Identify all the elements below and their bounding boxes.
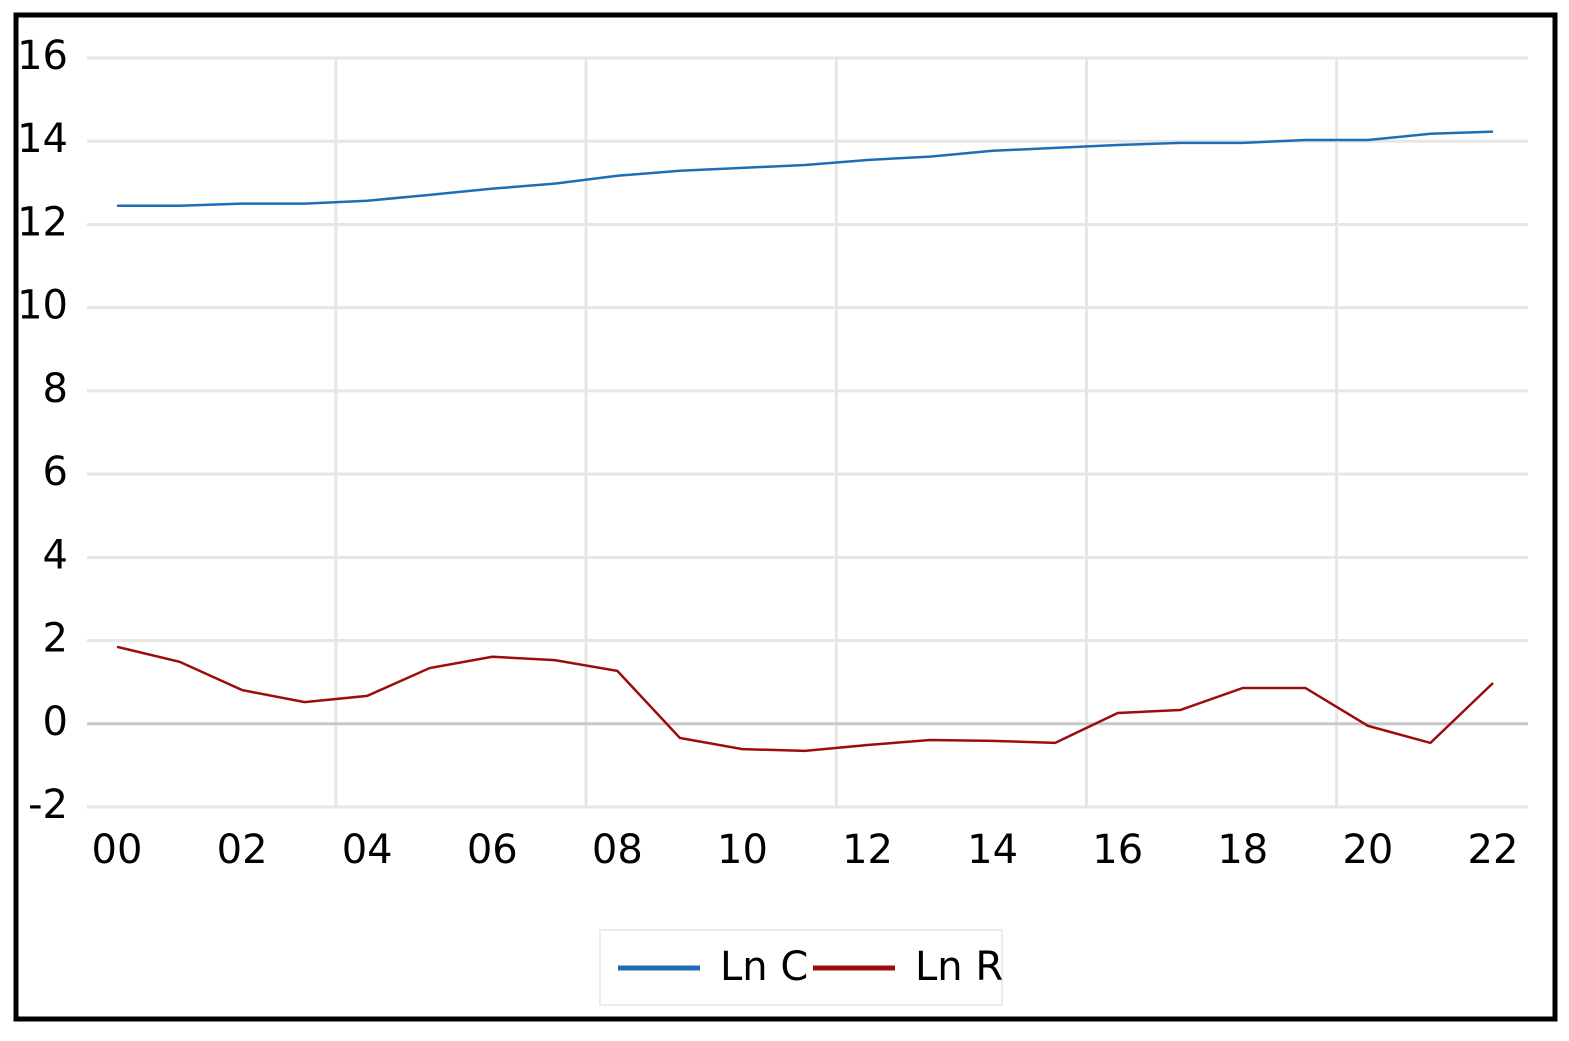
y-tick-label: 16 bbox=[17, 33, 68, 79]
x-tick-label: 08 bbox=[592, 827, 643, 873]
x-tick-label: 10 bbox=[717, 827, 768, 873]
y-tick-label: 6 bbox=[43, 449, 68, 495]
x-tick-label: 18 bbox=[1217, 827, 1268, 873]
y-tick-label: 2 bbox=[43, 616, 68, 662]
y-tick-label: 14 bbox=[17, 116, 68, 162]
series-line bbox=[117, 130, 1494, 207]
y-tick-label: -2 bbox=[28, 782, 68, 828]
y-tick-label: 0 bbox=[43, 699, 68, 745]
plot bbox=[116, 130, 1494, 753]
x-tick-label: 06 bbox=[467, 827, 518, 873]
legend: Ln C Ln R bbox=[618, 944, 1003, 990]
x-tick-label: 02 bbox=[217, 827, 268, 873]
legend-label: Ln R bbox=[915, 944, 1003, 990]
y-tick-label: 10 bbox=[17, 283, 68, 329]
x-tick-label: 16 bbox=[1092, 827, 1143, 873]
x-tick-label: 14 bbox=[967, 827, 1018, 873]
y-tick-label: 4 bbox=[43, 532, 68, 578]
y-tick-label: 8 bbox=[43, 366, 68, 412]
chart-border bbox=[13, 12, 1558, 1022]
x-tick-label: 22 bbox=[1468, 827, 1519, 873]
x-tick-label: 20 bbox=[1342, 827, 1393, 873]
series-line bbox=[116, 645, 1494, 753]
x-tick-label: 04 bbox=[342, 827, 393, 873]
legend-label: Ln C bbox=[720, 944, 808, 990]
x-tick-label: 00 bbox=[92, 827, 143, 873]
x-tick-label: 12 bbox=[842, 827, 893, 873]
y-tick-label: 12 bbox=[17, 199, 68, 245]
